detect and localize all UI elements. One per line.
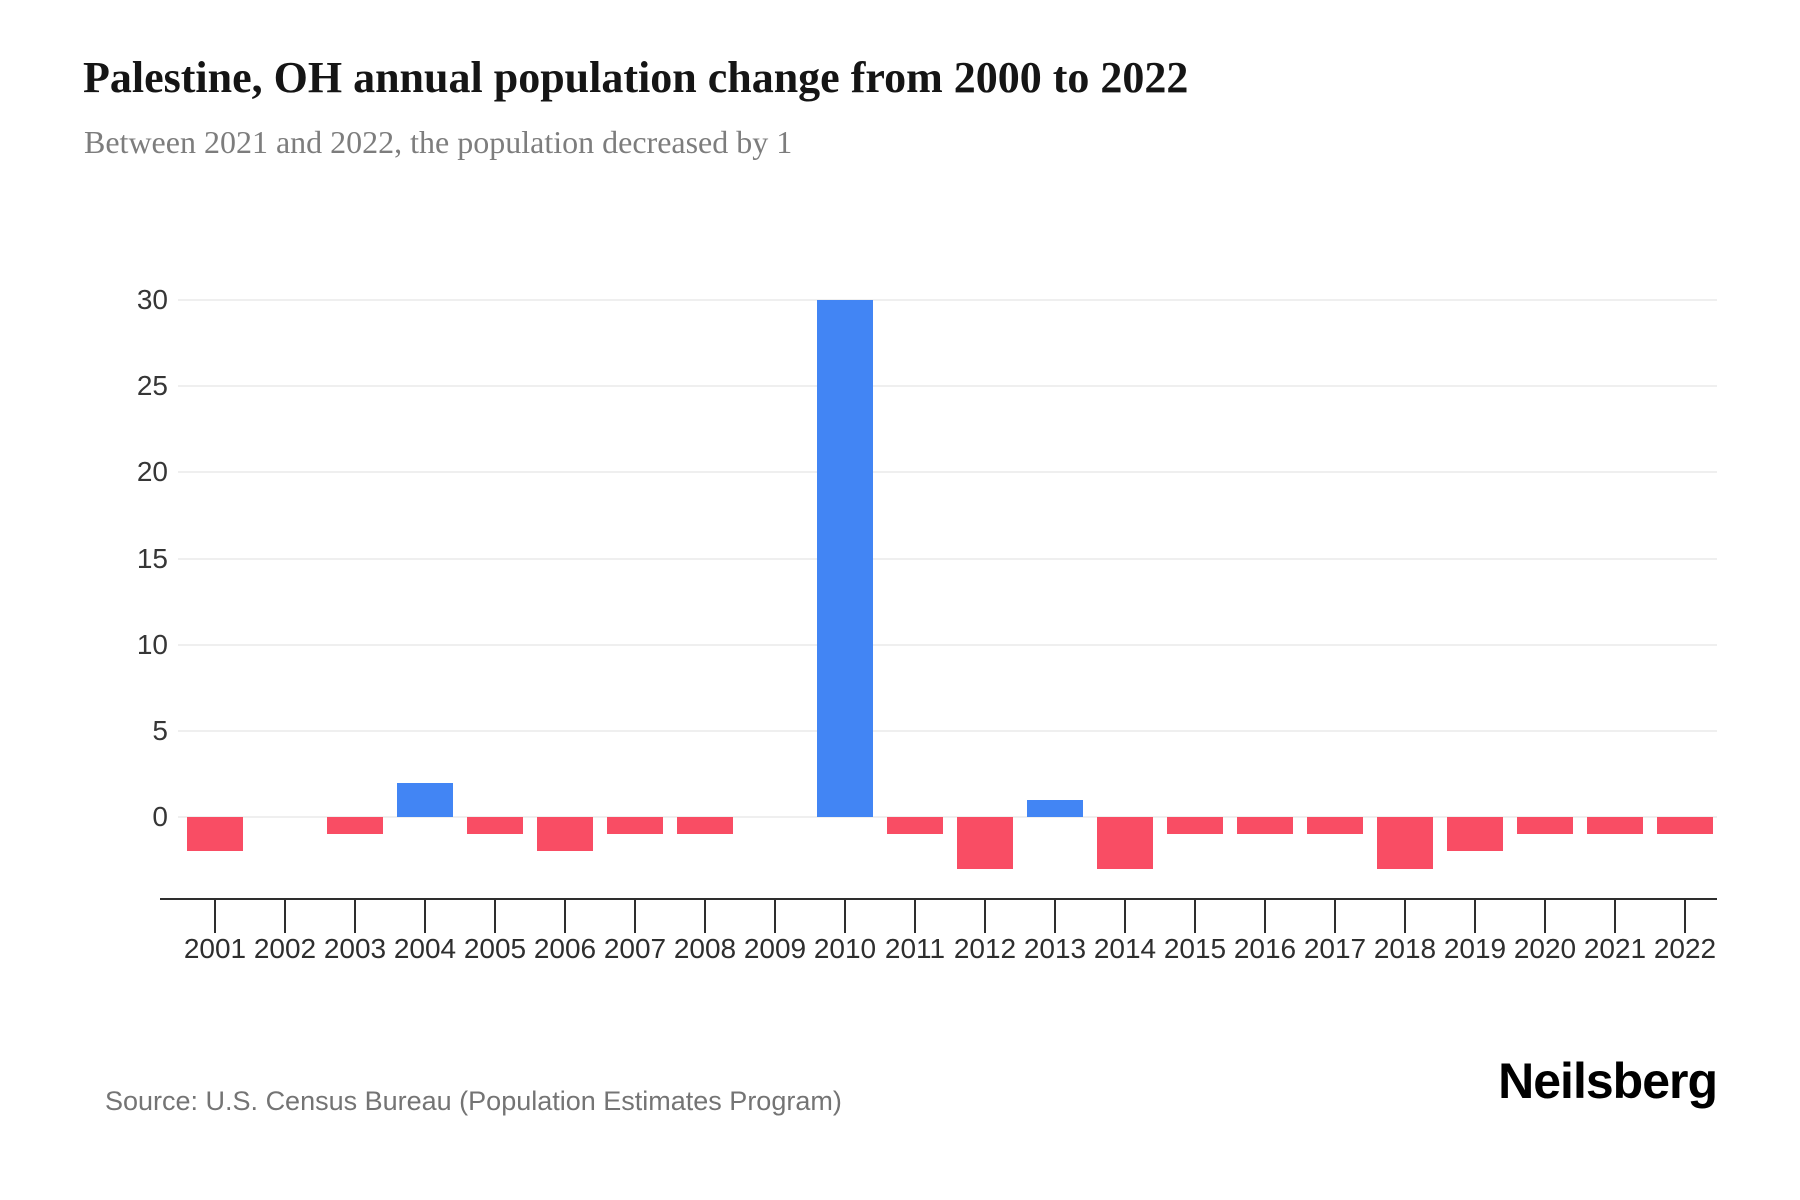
y-axis-label-15: 15: [136, 543, 168, 574]
bar-2011: [887, 817, 943, 834]
grid-line-30: [178, 299, 1717, 301]
chart-subtitle: Between 2021 and 2022, the population de…: [84, 124, 793, 160]
bar-2008: [677, 817, 733, 834]
x-tick-2019: [1474, 900, 1476, 933]
grid-line-15: [178, 558, 1717, 560]
x-tick-2008: [704, 900, 706, 933]
source-note: Source: U.S. Census Bureau (Population E…: [105, 1086, 842, 1116]
bar-2021: [1587, 817, 1643, 834]
x-tick-2020: [1544, 900, 1546, 933]
grid-line-25: [178, 385, 1717, 387]
bar-2003: [327, 817, 383, 834]
bar-2005: [467, 817, 523, 834]
x-axis-label-2010: 2010: [813, 933, 877, 964]
x-tick-2012: [984, 900, 986, 933]
x-tick-2005: [494, 900, 496, 933]
x-tick-2014: [1124, 900, 1126, 933]
x-tick-2001: [214, 900, 216, 933]
x-axis-label-2015: 2015: [1163, 933, 1227, 964]
x-tick-2003: [354, 900, 356, 933]
x-axis-label-2019: 2019: [1443, 933, 1507, 964]
x-tick-2010: [844, 900, 846, 933]
x-tick-2011: [914, 900, 916, 933]
bar-2006: [537, 817, 593, 851]
bar-2010: [817, 300, 873, 817]
neilsberg-logo: Neilsberg: [1498, 1053, 1718, 1109]
bar-2020: [1517, 817, 1573, 834]
y-axis-label-10: 10: [136, 629, 168, 660]
x-axis-label-2021: 2021: [1583, 933, 1647, 964]
y-axis-label-25: 25: [136, 370, 168, 401]
x-tick-2022: [1684, 900, 1686, 933]
bar-2022: [1657, 817, 1713, 834]
x-axis-label-2009: 2009: [743, 933, 807, 964]
x-tick-2021: [1614, 900, 1616, 933]
x-axis-label-2004: 2004: [393, 933, 457, 964]
x-axis-label-2017: 2017: [1303, 933, 1367, 964]
bar-2013: [1027, 800, 1083, 817]
x-axis-line: [160, 898, 1717, 900]
grid-line-10: [178, 644, 1717, 646]
x-axis-label-2020: 2020: [1513, 933, 1577, 964]
bar-2004: [397, 783, 453, 817]
x-axis-label-2016: 2016: [1233, 933, 1297, 964]
x-tick-2002: [284, 900, 286, 933]
grid-line-0: [178, 816, 1717, 818]
x-tick-2009: [774, 900, 776, 933]
x-axis-label-2001: 2001: [183, 933, 247, 964]
bar-2007: [607, 817, 663, 834]
bar-2019: [1447, 817, 1503, 851]
x-axis-label-2002: 2002: [253, 933, 317, 964]
y-axis-label-30: 30: [136, 284, 168, 315]
x-tick-2013: [1054, 900, 1056, 933]
x-axis-label-2003: 2003: [323, 933, 387, 964]
x-axis-label-2012: 2012: [953, 933, 1017, 964]
x-tick-2006: [564, 900, 566, 933]
x-tick-2007: [634, 900, 636, 933]
grid-line-20: [178, 471, 1717, 473]
bar-2001: [187, 817, 243, 851]
y-axis-label-20: 20: [136, 456, 168, 487]
x-axis-label-2013: 2013: [1023, 933, 1087, 964]
x-axis-label-2014: 2014: [1093, 933, 1157, 964]
bar-2018: [1377, 817, 1433, 869]
grid-line-5: [178, 730, 1717, 732]
x-axis-label-2008: 2008: [673, 933, 737, 964]
x-tick-2016: [1264, 900, 1266, 933]
x-tick-2004: [424, 900, 426, 933]
bar-2014: [1097, 817, 1153, 869]
x-axis-label-2005: 2005: [463, 933, 527, 964]
x-tick-2017: [1334, 900, 1336, 933]
bar-2012: [957, 817, 1013, 869]
x-axis-label-2011: 2011: [884, 933, 946, 964]
bar-2015: [1167, 817, 1223, 834]
x-axis-label-2022: 2022: [1653, 933, 1717, 964]
y-axis-label-0: 0: [152, 801, 168, 832]
x-axis-label-2007: 2007: [603, 933, 667, 964]
y-axis-label-5: 5: [152, 715, 168, 746]
x-axis-label-2018: 2018: [1373, 933, 1437, 964]
chart-title: Palestine, OH annual population change f…: [83, 53, 1189, 102]
x-tick-2018: [1404, 900, 1406, 933]
x-tick-2015: [1194, 900, 1196, 933]
bar-2016: [1237, 817, 1293, 834]
bar-2017: [1307, 817, 1363, 834]
x-axis-label-2006: 2006: [533, 933, 597, 964]
